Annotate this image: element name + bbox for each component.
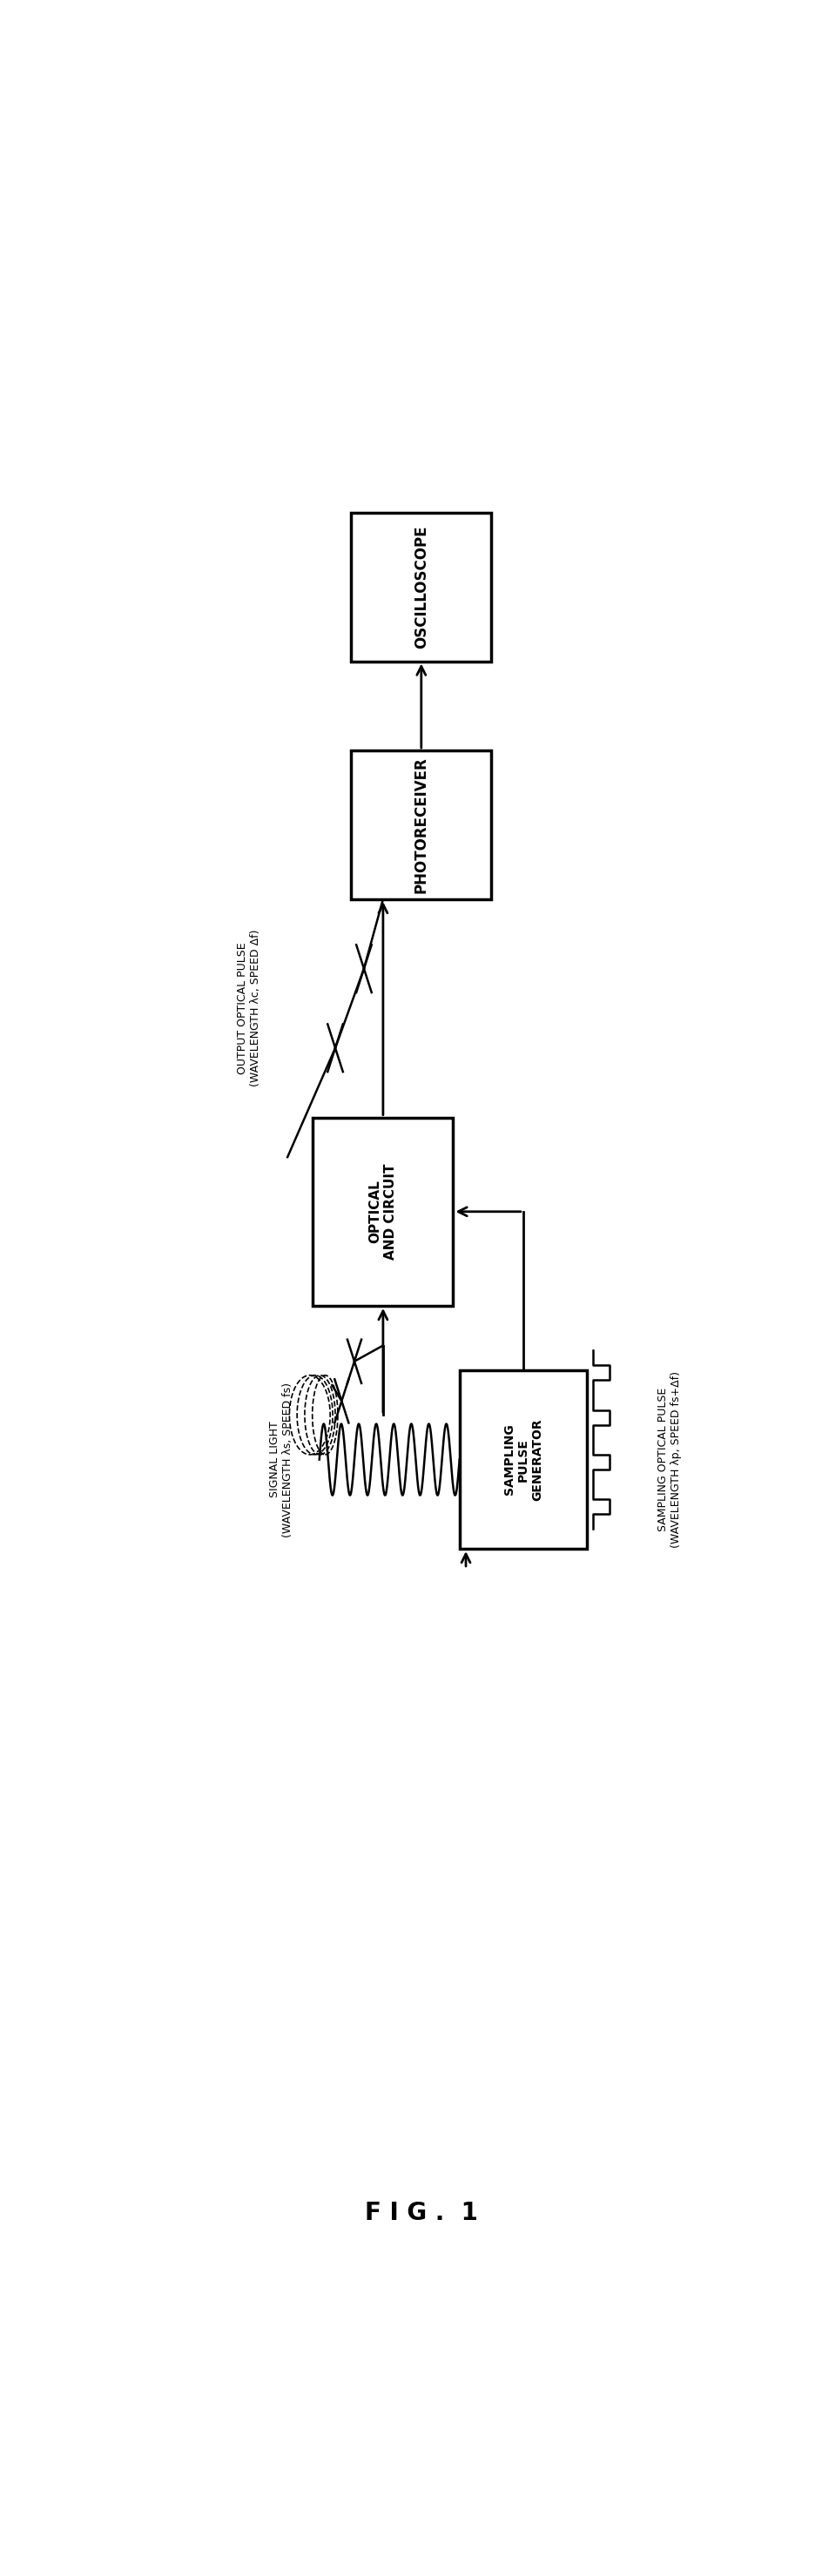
Text: OPTICAL
AND CIRCUIT: OPTICAL AND CIRCUIT (369, 1164, 397, 1260)
Text: SIGNAL LIGHT
(WAVELENGTH λs, SPEED fs): SIGNAL LIGHT (WAVELENGTH λs, SPEED fs) (269, 1383, 293, 1538)
Text: SAMPLING OPTICAL PULSE
(WAVELENGTH λp, SPEED fs+Δf): SAMPLING OPTICAL PULSE (WAVELENGTH λp, S… (658, 1370, 682, 1548)
Bar (351, 513, 492, 662)
Text: OSCILLOSCOPE: OSCILLOSCOPE (413, 526, 429, 649)
Text: OUTPUT OPTICAL PULSE
(WAVELENGTH λc, SPEED Δf): OUTPUT OPTICAL PULSE (WAVELENGTH λc, SPE… (237, 930, 261, 1087)
Bar (459, 1370, 587, 1548)
Text: SAMPLING
PULSE
GENERATOR: SAMPLING PULSE GENERATOR (503, 1419, 543, 1502)
Bar (351, 750, 492, 899)
Bar (313, 1118, 453, 1306)
Text: F I G .  1: F I G . 1 (365, 2200, 478, 2226)
Text: PHOTORECEIVER: PHOTORECEIVER (413, 757, 429, 894)
